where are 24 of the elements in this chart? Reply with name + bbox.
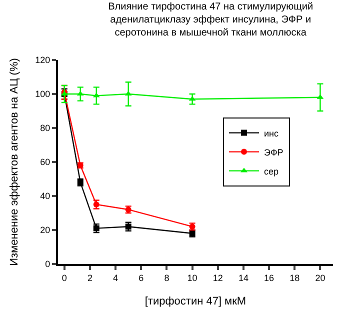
legend-label: сер — [264, 166, 279, 176]
x-tick-label: 0 — [62, 272, 67, 283]
x-tick-label: 4 — [113, 272, 118, 283]
y-tick-label: 100 — [35, 89, 50, 100]
legend-label: ЭФР — [264, 147, 284, 158]
x-tick-label: 16 — [264, 272, 274, 283]
y-tick-label: 80 — [40, 123, 50, 134]
x-tick-label: 14 — [238, 272, 248, 283]
x-tick-label: 20 — [315, 272, 326, 283]
x-tick-label: 2 — [87, 272, 92, 283]
y-axis-title: Изменение эффектов агентов на АЦ (%) — [8, 58, 20, 266]
y-tick-label: 60 — [40, 157, 50, 168]
y-tick-label: 40 — [40, 191, 50, 202]
legend-label: инс — [264, 128, 279, 138]
chart-title: Влияние тирфостина 47 на стимулирующий аденилатциклазу эффект инсулина, ЭФР и серотонина в мышечной ткани моллюска — [108, 2, 314, 39]
x-tick-label: 6 — [138, 272, 144, 283]
y-tick-label: 20 — [40, 225, 50, 236]
y-tick-label: 0 — [45, 259, 50, 270]
x-tick-label: 12 — [212, 272, 223, 283]
x-tick-label: 10 — [187, 272, 198, 283]
x-axis-title: [тирфостин 47] мкМ — [144, 296, 246, 308]
y-tick-label: 120 — [35, 55, 50, 66]
x-tick-label: 8 — [164, 272, 170, 283]
x-tick-label: 18 — [290, 272, 300, 283]
